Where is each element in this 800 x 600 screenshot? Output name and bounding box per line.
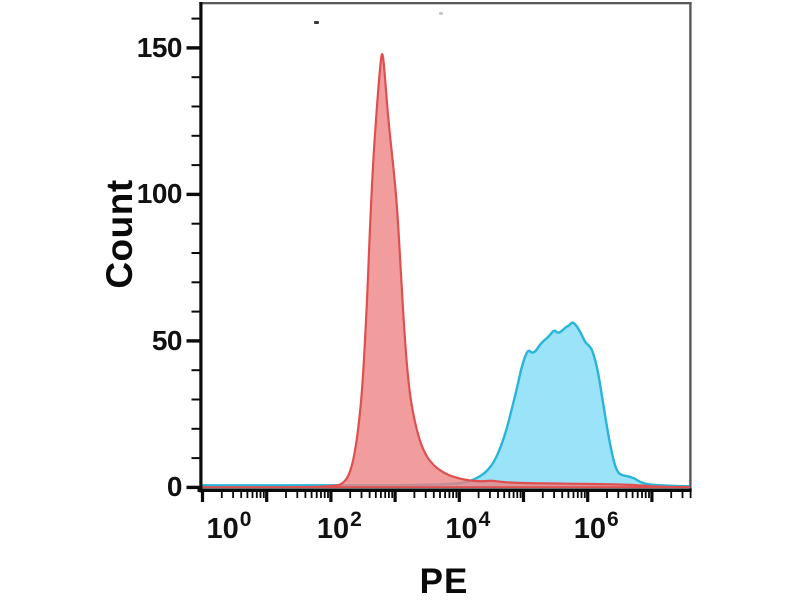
- y-tick-label: 0: [166, 471, 183, 503]
- x-tick-label: 102: [316, 508, 362, 545]
- y-tick-label: 150: [136, 31, 183, 63]
- plot-border-top: [199, 2, 692, 5]
- artifact-speck-dark: [314, 21, 319, 24]
- negative-control-curve: [201, 53, 689, 488]
- x-axis-line: [197, 488, 692, 492]
- plot-border-right: [689, 2, 692, 492]
- pe-positive-population-curve: [201, 321, 689, 488]
- x-axis-label: PE: [419, 562, 469, 600]
- x-tick-label: 100: [206, 508, 252, 545]
- y-tick-label: 50: [151, 324, 183, 356]
- y-tick-label: 100: [136, 178, 183, 210]
- artifact-speck-light: [439, 12, 443, 15]
- x-tick-label: 104: [445, 508, 491, 545]
- series-group: [201, 53, 689, 488]
- y-axis-ticks: [186, 17, 200, 490]
- x-axis-ticks: [200, 492, 692, 502]
- y-axis-line: [199, 2, 203, 493]
- x-tick-label: 106: [573, 508, 619, 545]
